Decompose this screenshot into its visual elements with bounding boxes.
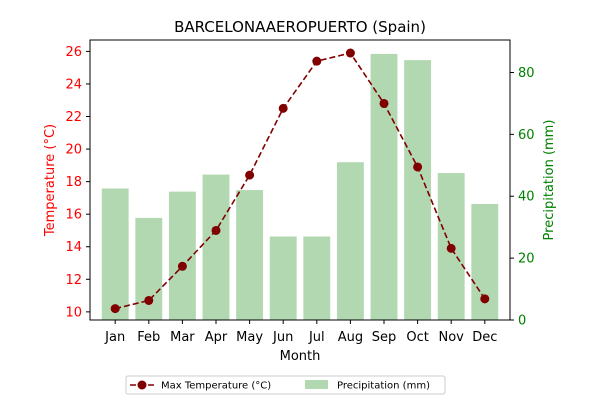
precipitation-bar-may bbox=[236, 190, 264, 320]
precipitation-bar-mar bbox=[168, 191, 196, 320]
x-tick-label-oct: Oct bbox=[406, 330, 428, 345]
x-tick-label-mar: Mar bbox=[170, 330, 195, 345]
temperature-point-aug bbox=[345, 48, 355, 58]
y-left-tick-label-20: 20 bbox=[65, 143, 82, 158]
plot-frame bbox=[89, 39, 511, 321]
temperature-point-nov bbox=[446, 243, 456, 253]
legend-temperature-marker-swatch bbox=[137, 380, 147, 390]
temperature-point-may bbox=[245, 170, 255, 180]
x-tick-label-apr: Apr bbox=[205, 330, 228, 345]
y-right-tick-label-0: 0 bbox=[518, 314, 526, 329]
y-axis-left-title: Temperature (°C) bbox=[43, 124, 58, 237]
temperature-point-dec bbox=[480, 294, 490, 304]
legend-precipitation-swatch bbox=[305, 380, 328, 389]
y-left-tick-label-24: 24 bbox=[65, 77, 82, 92]
legend-box bbox=[125, 375, 446, 395]
y-axis-right-title: Precipitation (mm) bbox=[542, 120, 557, 241]
precipitation-bar-jan bbox=[101, 188, 129, 320]
axes: Jan Feb Mar Apr May Jun Jul Aug Sep Oct Nov Dec 10 12… bbox=[65, 39, 535, 345]
y-right-tick-label-20: 20 bbox=[518, 252, 535, 267]
y-right-tick-label-80: 80 bbox=[518, 66, 535, 81]
chart-title: BARCELONAAEROPUERTO (Spain) bbox=[174, 18, 426, 36]
x-tick-label-dec: Dec bbox=[472, 330, 497, 345]
y-left-tick-label-22: 22 bbox=[65, 110, 82, 125]
x-tick-label-jun: Jun bbox=[272, 330, 293, 345]
precipitation-bar-jul bbox=[303, 236, 331, 320]
precipitation-bar-apr bbox=[202, 174, 230, 320]
legend-temperature-label: Max Temperature (°C) bbox=[161, 381, 271, 392]
temperature-point-jul bbox=[312, 56, 322, 66]
y-left-tick-label-10: 10 bbox=[65, 305, 82, 320]
temperature-point-mar bbox=[177, 261, 187, 271]
x-tick-label-jul: Jul bbox=[308, 330, 325, 345]
temperature-point-jun bbox=[278, 103, 288, 113]
x-tick-label-aug: Aug bbox=[338, 330, 363, 345]
temperature-line bbox=[115, 52, 486, 310]
y-left-tick-label-12: 12 bbox=[65, 273, 82, 288]
temperature-point-apr bbox=[211, 225, 221, 235]
y-left-tick-label-18: 18 bbox=[65, 175, 82, 190]
y-left-tick-label-16: 16 bbox=[65, 208, 82, 223]
x-tick-label-nov: Nov bbox=[439, 330, 465, 345]
y-right-tick-label-40: 40 bbox=[518, 190, 535, 205]
y-left-tick-label-14: 14 bbox=[65, 240, 82, 255]
temperature-point-oct bbox=[413, 162, 423, 172]
x-axis-title: Month bbox=[280, 349, 321, 364]
x-tick-label-feb: Feb bbox=[137, 330, 160, 345]
precipitation-bar-jun bbox=[269, 236, 297, 320]
x-tick-label-may: May bbox=[236, 330, 263, 345]
x-tick-label-sep: Sep bbox=[372, 330, 397, 345]
temperature-point-feb bbox=[144, 295, 154, 305]
precipitation-bar-sep bbox=[370, 53, 398, 321]
legend-precipitation-label: Precipitation (mm) bbox=[337, 381, 430, 392]
temperature-series bbox=[110, 48, 490, 314]
precipitation-bar-oct bbox=[404, 60, 432, 321]
y-right-tick-label-60: 60 bbox=[518, 128, 535, 143]
precipitation-bar-aug bbox=[336, 162, 364, 320]
temperature-point-sep bbox=[379, 98, 389, 108]
temperature-point-jan bbox=[110, 304, 120, 314]
x-tick-label-jan: Jan bbox=[104, 330, 125, 345]
precipitation-bars bbox=[101, 53, 499, 321]
legend: Max Temperature (°C) Precipitation (mm) bbox=[125, 375, 446, 395]
y-left-tick-label-26: 26 bbox=[65, 45, 82, 60]
